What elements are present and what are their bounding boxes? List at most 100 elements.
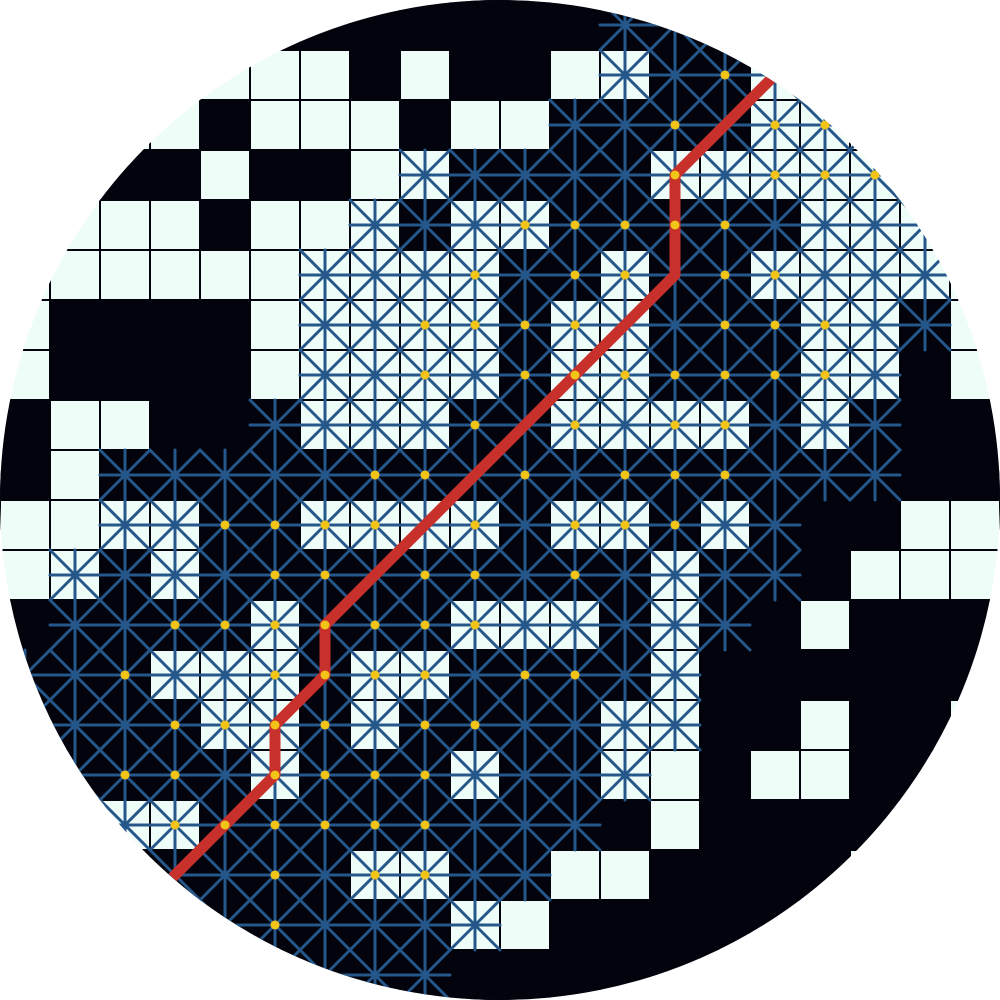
search-edge [473,173,527,227]
search-edge [273,473,327,527]
wall-cell [800,800,850,850]
search-edge [173,473,227,527]
search-edge [673,623,727,677]
wall-cell [750,700,800,750]
search-edge [298,398,327,427]
wall-cell [150,400,200,450]
wall-cell [750,650,800,700]
search-node [420,320,430,330]
search-node [820,320,830,330]
search-edge [298,323,327,352]
wall-cell [900,350,950,400]
search-node [470,520,480,530]
search-edge [873,223,927,277]
search-edge [473,773,527,827]
search-node [120,770,130,780]
search-edge [723,223,777,277]
search-node [720,270,730,280]
search-node [120,670,130,680]
search-edge [773,373,827,427]
wall-cell [150,350,200,400]
search-edge [98,773,127,802]
search-edge [223,623,277,677]
search-edge [523,773,577,827]
search-edge [673,273,727,327]
search-node [320,770,330,780]
search-node [620,470,630,480]
search-node [320,670,330,680]
search-edge [523,223,577,277]
wall-cell [200,400,250,450]
search-edge [423,673,477,727]
search-edge [548,148,577,177]
search-edge [723,623,752,652]
search-edge [523,823,552,852]
search-node [170,620,180,630]
search-node [420,820,430,830]
search-edge [873,423,902,452]
search-node [670,470,680,480]
search-node [820,120,830,130]
search-edge [623,623,677,677]
wall-cell [850,600,900,650]
wall-cell [200,100,250,150]
search-node [370,870,380,880]
search-node [820,370,830,380]
search-edge [273,773,327,827]
search-edge [673,423,727,477]
search-edge [373,723,427,777]
search-edge [423,148,452,177]
search-node [470,420,480,430]
search-edge [423,923,477,977]
search-node [220,820,230,830]
search-edge [323,773,377,827]
search-edge [473,473,527,527]
search-edge [723,573,752,602]
wall-cell [500,50,550,100]
search-node [370,670,380,680]
search-edge [423,573,477,627]
wall-cell [700,650,750,700]
search-edge [473,323,527,377]
search-edge [773,548,802,577]
search-node [270,820,280,830]
search-node [270,520,280,530]
search-node [220,720,230,730]
search-edge [198,873,227,902]
search-edge [573,173,627,227]
search-node [370,520,380,530]
search-node [720,320,730,330]
search-edge [323,473,377,527]
wall-cell [900,600,950,650]
wall-cell [750,800,800,850]
search-node [420,370,430,380]
wall-cell [650,900,700,950]
wall-cell [500,0,550,50]
wall-cell [500,950,550,1000]
search-edge [623,723,652,752]
search-edge [623,373,677,427]
wall-cell [350,50,400,100]
search-edge [273,573,327,627]
search-edge [423,823,477,877]
search-node [270,670,280,680]
search-edge [98,448,127,477]
wall-cell [150,300,200,350]
search-node [470,570,480,580]
wall-cell [100,300,150,350]
search-edge [773,473,802,502]
search-edge [773,323,827,377]
search-edge [723,423,777,477]
search-node [570,220,580,230]
search-edge [223,823,277,877]
search-node [320,820,330,830]
search-edge [298,248,327,277]
search-edge [323,923,377,977]
search-edge [123,773,177,827]
wall-cell [50,300,100,350]
search-edge [498,148,527,177]
search-edge [473,873,527,927]
search-node [670,420,680,430]
search-node [720,470,730,480]
